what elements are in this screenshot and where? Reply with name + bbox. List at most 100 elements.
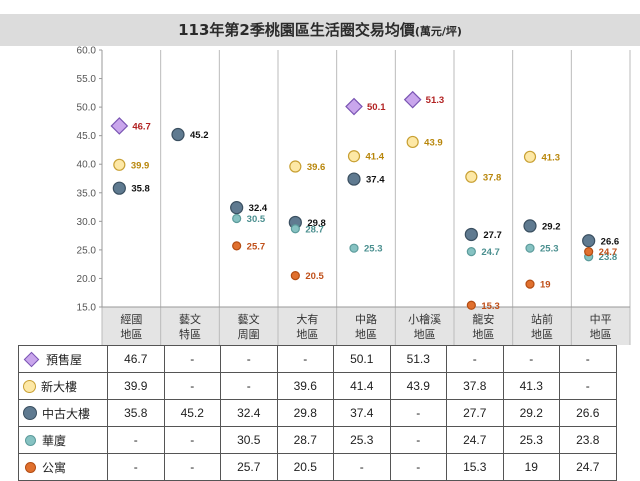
data-label: 25.3 [364, 244, 383, 255]
table-cell: 41.4 [333, 372, 391, 400]
data-point [232, 241, 242, 251]
table-row: 預售屋 46.7- - -50.1 51.3- - - [18, 345, 617, 373]
y-tick-label: 35.0 [77, 188, 97, 199]
chart-title: 113年第2季桃園區生活圈交易均價(萬元/坪) [0, 14, 640, 46]
category-label: 地區 [590, 328, 612, 341]
chart-plot: 15.0 20.0 25.0 30.0 35.0 40.0 45.0 50.0 55.0 60.0… [77, 46, 631, 345]
table-cell: 37.8 [446, 372, 504, 400]
category-label: 經國 [120, 312, 142, 326]
table-cell: 25.7 [220, 453, 278, 481]
data-point [113, 158, 126, 171]
data-point-presale [110, 117, 129, 135]
table-cell: 15.3 [446, 453, 504, 481]
chart-title-text: 113年第2季桃園區生活圈交易均價 [178, 21, 415, 39]
data-point [290, 224, 300, 234]
table-row: 華廈 - -30.5 28.7 25.3-24.7 25.3 23.8 [18, 426, 617, 454]
data-point [171, 127, 185, 142]
category-label: 地區 [531, 328, 553, 341]
table-cell: 37.4 [333, 399, 391, 427]
data-label: 20.5 [305, 271, 324, 282]
table-cell: - [107, 426, 165, 454]
data-label: 24.7 [481, 247, 500, 258]
legend-cell: 中古大樓 [18, 399, 108, 427]
table-cell: 46.7 [107, 345, 165, 373]
data-label: 26.6 [601, 236, 620, 247]
table-cell: 26.6 [559, 399, 617, 427]
legend-label: 中古大樓 [42, 406, 91, 421]
category-band [102, 307, 630, 345]
table-cell: 39.9 [107, 372, 165, 400]
y-tick-label: 55.0 [77, 74, 97, 85]
table-cell: 20.5 [276, 453, 334, 481]
data-label: 41.3 [542, 152, 561, 163]
table-cell: 29.8 [276, 399, 334, 427]
table-cell: - [389, 399, 447, 427]
data-label: 46.7 [132, 121, 151, 132]
table-cell: 39.6 [276, 372, 334, 400]
data-label: 45.2 [190, 130, 209, 141]
legend-swatch [23, 406, 37, 420]
data-label: 30.5 [247, 214, 266, 225]
category-label: 大有 [296, 312, 318, 326]
category-label: 中路 [355, 313, 377, 326]
title-bar: 113年第2季桃園區生活圈交易均價(萬元/坪) [0, 14, 640, 46]
y-tick-label: 40.0 [77, 160, 97, 171]
category-label: 地區 [355, 328, 377, 341]
data-point-presale [345, 97, 363, 116]
data-point [465, 170, 478, 183]
table-cell: 24.7 [446, 426, 504, 454]
y-tick-label: 60.0 [77, 46, 97, 57]
table-cell: 51.3 [389, 345, 447, 373]
legend-cell: 預售屋 [18, 345, 108, 373]
category-label: 地區 [120, 328, 142, 341]
data-point [349, 243, 359, 253]
table-cell: 50.1 [333, 345, 391, 373]
category-label: 周圍 [238, 328, 260, 341]
category-label: 藝文 [179, 312, 201, 326]
table-cell: - [220, 345, 278, 373]
data-label: 29.2 [542, 221, 561, 232]
category-label: 特區 [179, 327, 201, 341]
data-point [582, 234, 596, 248]
table-cell: - [163, 345, 221, 373]
y-tick-label: 15.0 [77, 303, 97, 314]
data-point [464, 227, 478, 242]
legend-label: 華廈 [42, 433, 67, 448]
table-cell: - [163, 372, 221, 400]
y-tick-label: 20.0 [77, 274, 97, 285]
data-point-presale [403, 90, 422, 109]
legend-swatch [25, 461, 36, 473]
legend-label: 公寓 [42, 460, 67, 475]
legend-label: 預售屋 [46, 352, 83, 367]
table-row: 公寓 - -25.7 20.5- -15.3 19 24.7 [18, 453, 617, 481]
table-cell: 24.7 [559, 453, 617, 481]
table-cell: - [107, 453, 165, 481]
data-label: 32.4 [249, 203, 268, 214]
data-label: 28.7 [305, 224, 324, 235]
table-cell: 29.2 [502, 399, 560, 427]
category-label: 地區 [472, 328, 494, 341]
table-cell: - [163, 453, 221, 481]
data-label: 43.9 [424, 137, 443, 148]
table-cell: 25.3 [502, 426, 560, 454]
data-label: 23.8 [599, 252, 618, 263]
y-tick-label: 30.0 [77, 217, 97, 228]
data-table: 預售屋 46.7- - -50.1 51.3- - - 新大樓 39.9- -39.6 41.4 43… [18, 345, 617, 481]
data-label: 29.8 [307, 218, 326, 229]
table-row: 中古大樓 35.8 45.2 32.4 29.8 37.4-27.7 29.2 26.6 [18, 399, 617, 427]
table-cell: 27.7 [446, 399, 504, 427]
data-point [289, 160, 302, 173]
data-label: 37.4 [366, 175, 385, 186]
legend-label: 新大樓 [41, 379, 78, 394]
table-cell: 23.8 [559, 426, 617, 454]
table-row: 新大樓 39.9- -39.6 41.4 43.9 37.8 41.3- [18, 372, 617, 400]
data-label: 24.7 [599, 247, 618, 258]
data-label: 41.4 [366, 152, 385, 163]
table-cell: 41.3 [502, 372, 560, 400]
table-cell: - [559, 345, 617, 373]
table-cell: - [220, 372, 278, 400]
data-point [230, 201, 244, 215]
table-cell: - [559, 372, 617, 400]
data-label: 39.6 [307, 162, 326, 173]
data-label: 39.9 [131, 160, 150, 171]
